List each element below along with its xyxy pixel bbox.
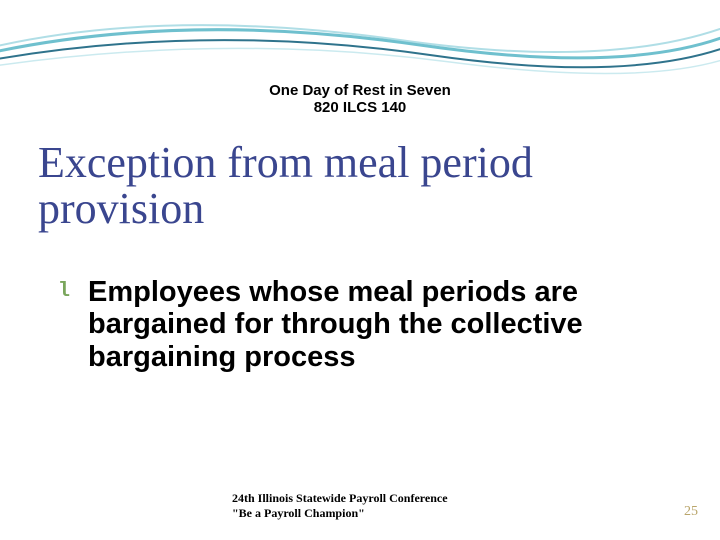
header-line-2: 820 ILCS 140 (0, 99, 720, 116)
bullet-marker: l (58, 276, 70, 302)
bullet-text: Employees whose meal periods are bargain… (88, 276, 678, 373)
footer-line-1: 24th Illinois Statewide Payroll Conferen… (232, 491, 448, 505)
footer-line-2: "Be a Payroll Champion" (232, 506, 448, 520)
page-number: 25 (684, 504, 698, 520)
header-swoosh-decoration (0, 0, 720, 90)
header-subtitle: One Day of Rest in Seven 820 ILCS 140 (0, 82, 720, 116)
bullet-item: l Employees whose meal periods are barga… (58, 276, 678, 373)
footer-conference: 24th Illinois Statewide Payroll Conferen… (232, 491, 448, 520)
slide-title: Exception from meal period provision (38, 140, 678, 232)
header-line-1: One Day of Rest in Seven (0, 82, 720, 99)
